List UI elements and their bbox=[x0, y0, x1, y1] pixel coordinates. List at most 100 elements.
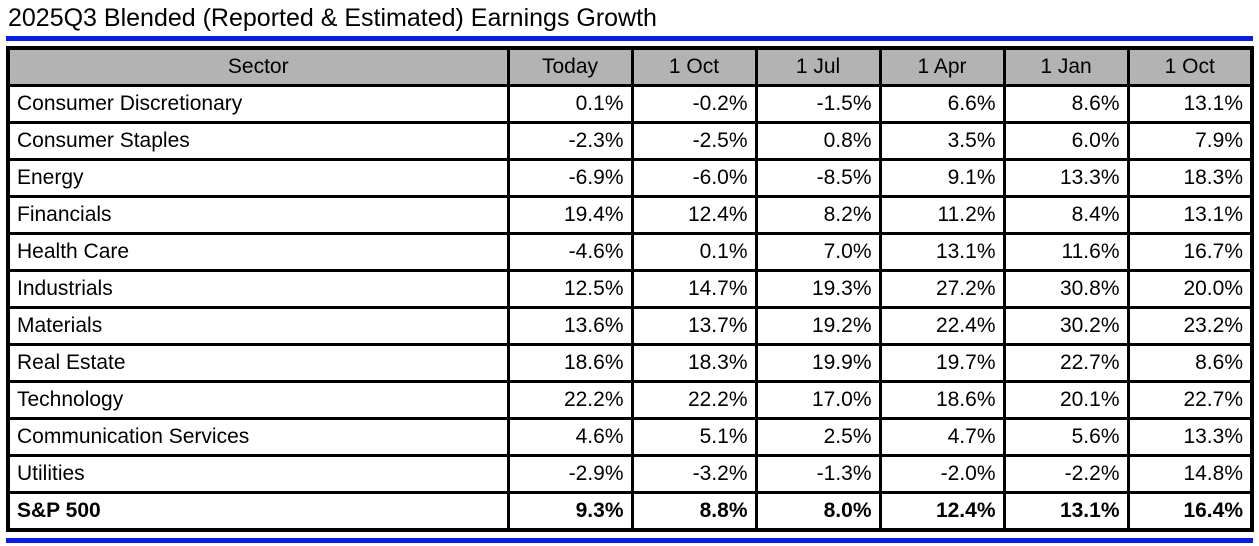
table-row: Communication Services 4.6% 5.1% 2.5% 4.7% 5.… bbox=[6, 417, 1254, 457]
value-cell: 22.2% bbox=[506, 380, 634, 420]
table-row: Real Estate 18.6% 18.3% 19.9% 19.7% 22.7% 8.6% bbox=[6, 343, 1254, 383]
value-cell: 16.4% bbox=[1126, 491, 1254, 532]
value-cell: 13.1% bbox=[1126, 84, 1254, 124]
table-body: Consumer Discretionary 0.1% -0.2% -1.5% 6.6%… bbox=[6, 84, 1254, 532]
sector-cell: Technology bbox=[6, 380, 510, 420]
value-cell: 4.7% bbox=[878, 417, 1006, 457]
value-cell: 6.6% bbox=[878, 84, 1006, 124]
value-cell: 6.0% bbox=[1002, 121, 1130, 161]
column-header-1jan: 1 Jan bbox=[1002, 46, 1130, 87]
value-cell: -3.2% bbox=[630, 454, 758, 494]
value-cell: 4.6% bbox=[506, 417, 634, 457]
table-row: Materials 13.6% 13.7% 19.2% 22.4% 30.2% 23.2% bbox=[6, 306, 1254, 346]
value-cell: 19.7% bbox=[878, 343, 1006, 383]
value-cell: -2.9% bbox=[506, 454, 634, 494]
value-cell: 7.0% bbox=[754, 232, 882, 272]
value-cell: 18.6% bbox=[506, 343, 634, 383]
value-cell: 7.9% bbox=[1126, 121, 1254, 161]
value-cell: 11.6% bbox=[1002, 232, 1130, 272]
bottom-rule bbox=[6, 538, 1253, 543]
value-cell: 0.1% bbox=[506, 84, 634, 124]
value-cell: 13.6% bbox=[506, 306, 634, 346]
column-header-sector: Sector bbox=[6, 46, 510, 87]
value-cell: 19.9% bbox=[754, 343, 882, 383]
value-cell: -2.5% bbox=[630, 121, 758, 161]
value-cell: -2.2% bbox=[1002, 454, 1130, 494]
value-cell: 13.1% bbox=[1002, 491, 1130, 532]
value-cell: 22.4% bbox=[878, 306, 1006, 346]
sector-cell: Consumer Staples bbox=[6, 121, 510, 161]
value-cell: 18.3% bbox=[630, 343, 758, 383]
value-cell: 13.7% bbox=[630, 306, 758, 346]
sector-cell: S&P 500 bbox=[6, 491, 510, 532]
sector-cell: Materials bbox=[6, 306, 510, 346]
value-cell: -2.3% bbox=[506, 121, 634, 161]
column-header-today: Today bbox=[506, 46, 634, 87]
value-cell: 8.2% bbox=[754, 195, 882, 235]
value-cell: 14.8% bbox=[1126, 454, 1254, 494]
value-cell: 20.1% bbox=[1002, 380, 1130, 420]
value-cell: -1.5% bbox=[754, 84, 882, 124]
value-cell: 12.5% bbox=[506, 269, 634, 309]
table-row: Industrials 12.5% 14.7% 19.3% 27.2% 30.8% 20.0… bbox=[6, 269, 1254, 309]
column-header-1jul: 1 Jul bbox=[754, 46, 882, 87]
value-cell: 27.2% bbox=[878, 269, 1006, 309]
value-cell: 16.7% bbox=[1126, 232, 1254, 272]
column-header-1oct-prev: 1 Oct bbox=[1126, 46, 1254, 87]
value-cell: 3.5% bbox=[878, 121, 1006, 161]
value-cell: 30.8% bbox=[1002, 269, 1130, 309]
value-cell: 20.0% bbox=[1126, 269, 1254, 309]
value-cell: 0.1% bbox=[630, 232, 758, 272]
value-cell: 23.2% bbox=[1126, 306, 1254, 346]
value-cell: 0.8% bbox=[754, 121, 882, 161]
value-cell: 8.4% bbox=[1002, 195, 1130, 235]
value-cell: 13.1% bbox=[1126, 195, 1254, 235]
sector-cell: Energy bbox=[6, 158, 510, 198]
table-row: Energy -6.9% -6.0% -8.5% 9.1% 13.3% 18.3% bbox=[6, 158, 1254, 198]
value-cell: 19.3% bbox=[754, 269, 882, 309]
page-title: 2025Q3 Blended (Reported & Estimated) Ea… bbox=[8, 4, 657, 32]
value-cell: 18.3% bbox=[1126, 158, 1254, 198]
value-cell: -6.9% bbox=[506, 158, 634, 198]
value-cell: 5.1% bbox=[630, 417, 758, 457]
value-cell: 8.0% bbox=[754, 491, 882, 532]
value-cell: 13.1% bbox=[878, 232, 1006, 272]
value-cell: 14.7% bbox=[630, 269, 758, 309]
column-header-1oct: 1 Oct bbox=[630, 46, 758, 87]
value-cell: 12.4% bbox=[878, 491, 1006, 532]
value-cell: 17.0% bbox=[754, 380, 882, 420]
value-cell: 12.4% bbox=[630, 195, 758, 235]
column-header-1apr: 1 Apr bbox=[878, 46, 1006, 87]
table-row: Utilities -2.9% -3.2% -1.3% -2.0% -2.2% 14.8% bbox=[6, 454, 1254, 494]
sector-cell: Communication Services bbox=[6, 417, 510, 457]
value-cell: 11.2% bbox=[878, 195, 1006, 235]
value-cell: 19.4% bbox=[506, 195, 634, 235]
sector-cell: Utilities bbox=[6, 454, 510, 494]
table-row: Consumer Discretionary 0.1% -0.2% -1.5% 6.6%… bbox=[6, 84, 1254, 124]
value-cell: 22.2% bbox=[630, 380, 758, 420]
value-cell: 13.3% bbox=[1126, 417, 1254, 457]
title-underline-rule bbox=[6, 36, 1253, 41]
value-cell: -0.2% bbox=[630, 84, 758, 124]
header-row: Sector Today 1 Oct 1 Jul 1 Apr 1 Jan 1 O… bbox=[6, 46, 1254, 87]
sector-cell: Real Estate bbox=[6, 343, 510, 383]
value-cell: -4.6% bbox=[506, 232, 634, 272]
earnings-growth-table: Sector Today 1 Oct 1 Jul 1 Apr 1 Jan 1 O… bbox=[6, 46, 1254, 532]
value-cell: 13.3% bbox=[1002, 158, 1130, 198]
value-cell: 2.5% bbox=[754, 417, 882, 457]
value-cell: -6.0% bbox=[630, 158, 758, 198]
sector-cell: Industrials bbox=[6, 269, 510, 309]
summary-row: S&P 500 9.3% 8.8% 8.0% 12.4% 13.1% 16.4% bbox=[6, 491, 1254, 532]
sector-cell: Consumer Discretionary bbox=[6, 84, 510, 124]
value-cell: 8.8% bbox=[630, 491, 758, 532]
value-cell: 18.6% bbox=[878, 380, 1006, 420]
value-cell: 8.6% bbox=[1002, 84, 1130, 124]
value-cell: 22.7% bbox=[1126, 380, 1254, 420]
table-row: Financials 19.4% 12.4% 8.2% 11.2% 8.4% 13.1% bbox=[6, 195, 1254, 235]
value-cell: -1.3% bbox=[754, 454, 882, 494]
value-cell: 8.6% bbox=[1126, 343, 1254, 383]
value-cell: -2.0% bbox=[878, 454, 1006, 494]
value-cell: -8.5% bbox=[754, 158, 882, 198]
value-cell: 9.1% bbox=[878, 158, 1006, 198]
